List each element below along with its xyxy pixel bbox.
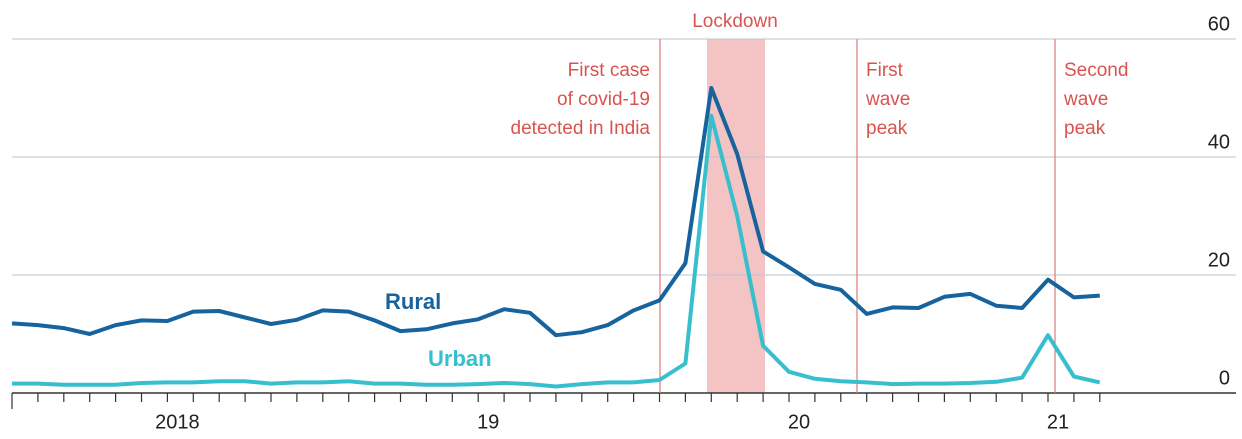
- annotation: detected in India: [511, 118, 651, 139]
- line-series: [12, 113, 1101, 389]
- y-tick-label: 20: [1208, 249, 1230, 271]
- y-tick-label: 0: [1219, 367, 1230, 389]
- x-tick-label: 21: [1047, 411, 1069, 433]
- series-label: Rural: [385, 289, 441, 314]
- annotation: wave: [865, 89, 910, 110]
- line-series: [11, 86, 1100, 338]
- y-tick-label: 40: [1208, 131, 1230, 153]
- annotation: First: [866, 60, 904, 81]
- x-tick-label: 2018: [155, 411, 200, 433]
- y-tick-label: 60: [1208, 13, 1230, 35]
- annotation: of covid-19: [557, 89, 650, 110]
- annotation: peak: [866, 118, 908, 139]
- annotation: Second: [1064, 60, 1128, 81]
- series-label: Urban: [428, 346, 492, 371]
- annotation: peak: [1064, 118, 1106, 139]
- x-tick-label: 19: [477, 411, 499, 433]
- annotation: Lockdown: [692, 11, 778, 32]
- annotation: First case: [568, 60, 650, 81]
- annotation: wave: [1063, 89, 1108, 110]
- x-tick-label: 20: [788, 411, 810, 433]
